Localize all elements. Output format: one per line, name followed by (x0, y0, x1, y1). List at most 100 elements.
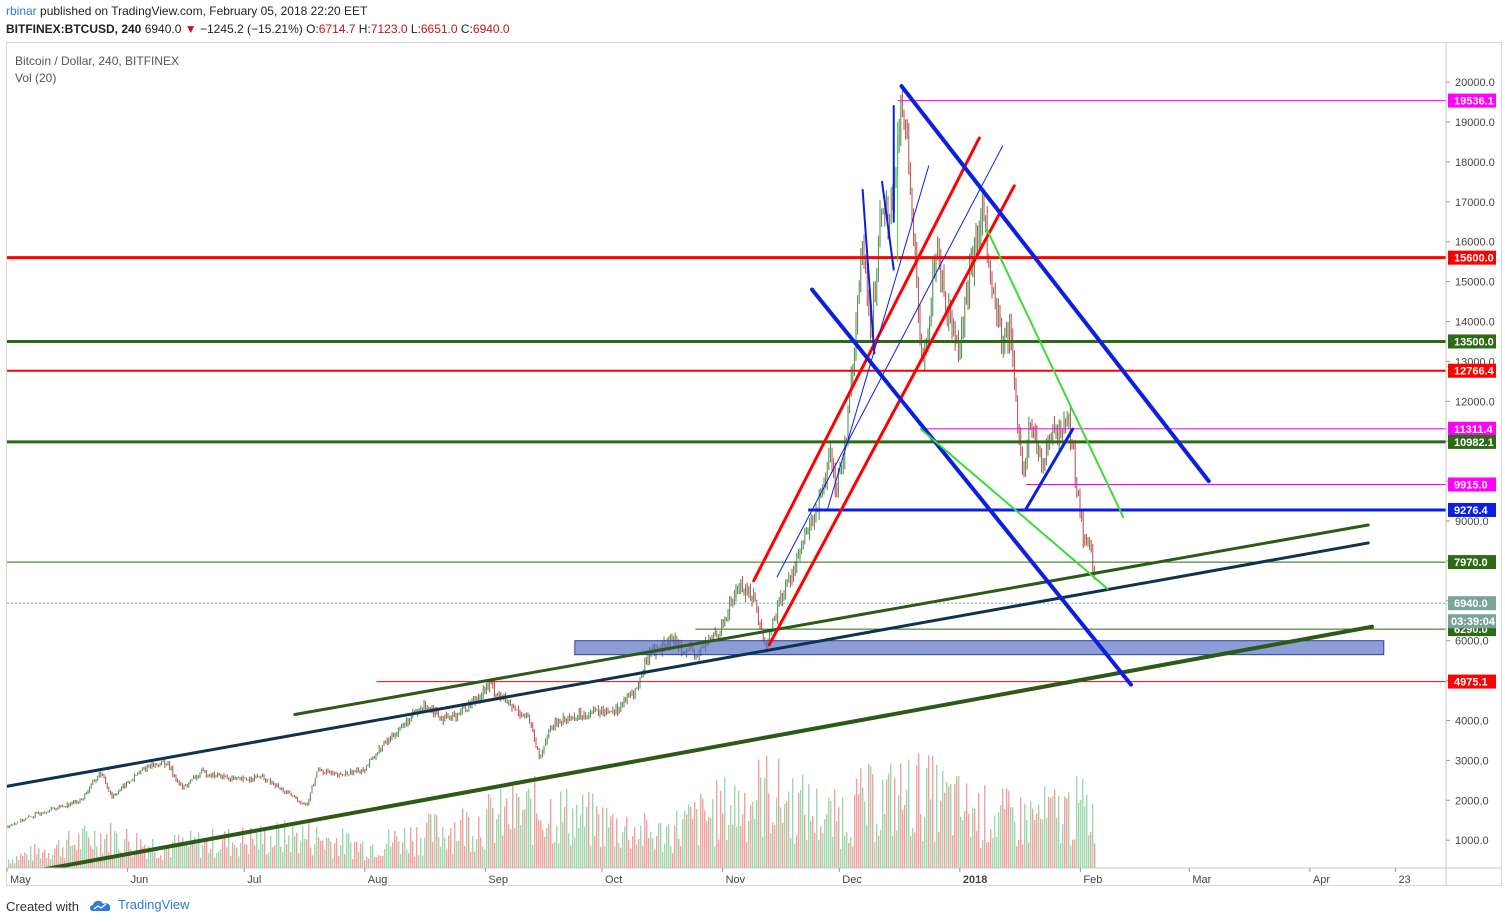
volume-bar (1040, 818, 1042, 868)
volume-bar (120, 851, 122, 868)
volume-bar (742, 814, 744, 868)
tradingview-link[interactable]: TradingView (88, 897, 190, 912)
time-axis[interactable]: May Jun Jul Aug Sep Oct Nov Dec 2018 Feb Mar Apr 23 (6, 867, 1502, 886)
volume-bar (892, 835, 894, 868)
volume-bar (152, 838, 154, 868)
volume-bar (532, 844, 534, 868)
publish-info: rbinar published on TradingView.com, Feb… (6, 4, 367, 18)
trend-blue-thin-2 (827, 165, 930, 510)
volume-bar (474, 851, 476, 868)
price-tick-label: 6000.0 (1455, 636, 1489, 648)
volume-bar (1082, 779, 1084, 868)
zones (574, 640, 1385, 656)
volume-bar (710, 817, 712, 868)
volume-bar (540, 820, 542, 868)
volume-bar (692, 818, 694, 868)
volume-bar (794, 843, 796, 868)
volume-bar (398, 841, 400, 868)
volume-bar (122, 855, 124, 868)
volume-bar (70, 845, 72, 868)
volume-bar (1028, 842, 1030, 868)
volume-bar (624, 826, 626, 868)
volume-bar (56, 844, 58, 868)
volume-bar (296, 832, 298, 868)
volume-bar (976, 830, 978, 868)
volume-bar (178, 834, 180, 868)
volume-bar (320, 840, 322, 868)
volume-bar (570, 845, 572, 868)
volume-bar (20, 854, 22, 868)
volume-bar (860, 768, 862, 868)
author-link[interactable]: rbinar (6, 4, 37, 18)
trend-green-upper (293, 523, 1370, 717)
volume-bar (890, 763, 892, 868)
down-arrow-icon: ▼ (184, 22, 197, 36)
volume-bar (272, 847, 274, 868)
volume-bar (118, 849, 120, 868)
volume-bar (510, 828, 512, 868)
volume-bar (746, 842, 748, 868)
time-tick-label: Jun (131, 874, 149, 886)
volume-bar (874, 842, 876, 868)
volume-bar (930, 799, 932, 868)
volume-bar (318, 837, 320, 868)
volume-bar (872, 774, 874, 868)
volume-bar (542, 829, 544, 868)
volume-bar (654, 849, 656, 868)
volume-bar (736, 826, 738, 868)
volume-bar (380, 855, 382, 868)
volume-bar (820, 826, 822, 868)
level-12766-badge-label: 12766.4 (1454, 366, 1495, 378)
volume-bar (182, 837, 184, 868)
volume-bar (756, 800, 758, 868)
volume-bar (714, 846, 716, 868)
price-tick-label: 1000.0 (1455, 835, 1489, 847)
volume-bar (458, 840, 460, 868)
volume-bar (410, 827, 412, 868)
volume-bar (882, 779, 884, 868)
volume-bar (434, 813, 436, 868)
volume-bar (250, 828, 252, 868)
volume-bar (970, 836, 972, 868)
volume-bar (520, 825, 522, 868)
volume-bar (424, 837, 426, 868)
volume-bar (530, 798, 532, 868)
volume-bar (1006, 788, 1008, 868)
price-axis[interactable]: 1000.02000.03000.04000.05000.06000.07000… (1445, 43, 1495, 886)
volume-bar (878, 835, 880, 868)
volume-bar (436, 815, 438, 868)
volume-bar (548, 823, 550, 868)
volume-bar (680, 846, 682, 868)
volume-bar (78, 833, 80, 868)
volume-bar (646, 819, 648, 868)
volume-bar (730, 804, 732, 868)
volume-bar (230, 855, 232, 868)
volume-bar (716, 780, 718, 868)
volume-bar (222, 839, 224, 868)
volume-bar (58, 839, 60, 868)
volume-bar (1070, 845, 1072, 868)
volume-bar (512, 786, 514, 868)
legend-title: Bitcoin / Dollar, 240, BITFINEX (15, 54, 180, 68)
volume-bar (564, 806, 566, 868)
volume-bar (842, 797, 844, 868)
volume-bar (740, 826, 742, 868)
volume-bar (214, 857, 216, 868)
volume-bar (372, 844, 374, 868)
volume-bar (606, 808, 608, 868)
volume-bar (616, 818, 618, 868)
volume-bar (698, 844, 700, 868)
chart-frame[interactable] (6, 42, 1502, 886)
volume-bar (774, 825, 776, 868)
volume-bar (284, 820, 286, 868)
volume-bar (396, 836, 398, 868)
level-15600-badge (1448, 250, 1496, 265)
level-10982-badge (1448, 434, 1496, 449)
volume-bar (972, 807, 974, 868)
volume-bar (1048, 796, 1050, 868)
volume-bar (282, 852, 284, 868)
volume-bar (856, 778, 858, 868)
volume-bar (690, 806, 692, 868)
volume-bar (232, 842, 234, 868)
